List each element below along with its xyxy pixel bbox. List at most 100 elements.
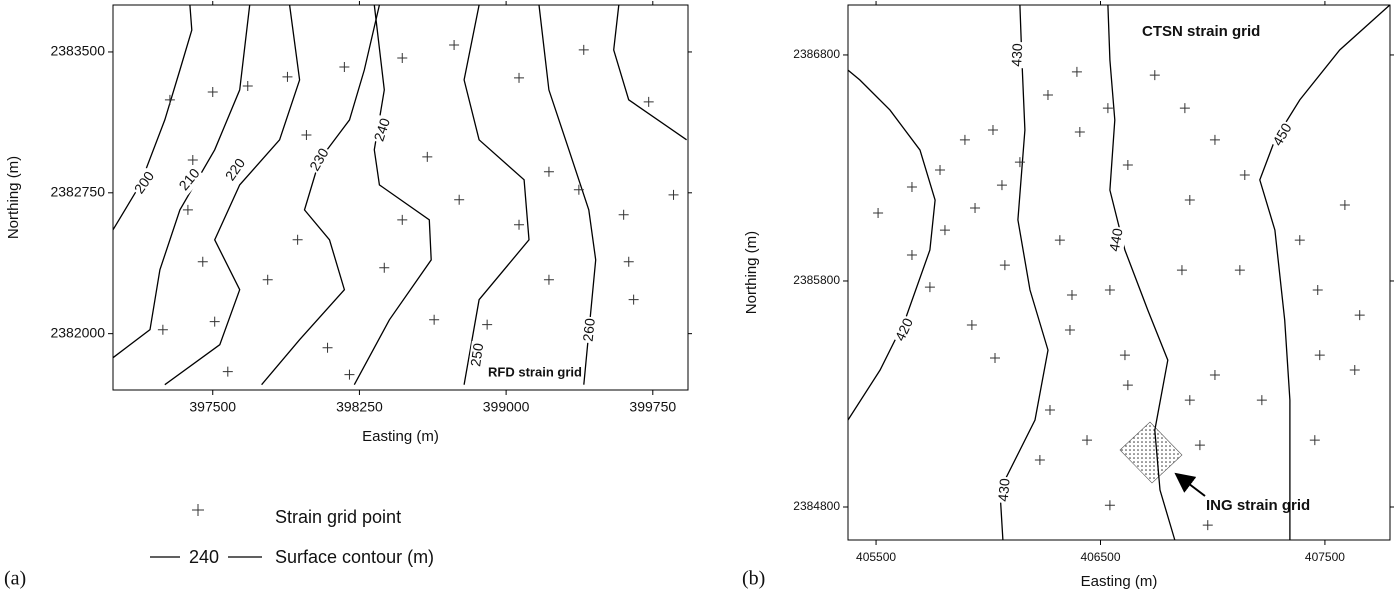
- strain-point: [514, 219, 525, 230]
- strain-point: [322, 342, 333, 353]
- strain-point: [207, 86, 218, 97]
- strain-point: [1194, 440, 1205, 451]
- strain-point: [422, 151, 433, 162]
- contour-line: [353, 4, 432, 386]
- contour-label-bg: [1009, 41, 1027, 69]
- strain-point: [906, 181, 917, 192]
- strain-point: [1014, 157, 1025, 168]
- contour-line: [463, 4, 530, 385]
- x-tick-label: 407500: [1305, 550, 1345, 564]
- x-tick-label: 399750: [629, 399, 676, 415]
- strain-point: [543, 274, 554, 285]
- contour-label: 210: [175, 165, 202, 193]
- legend-point-symbol: [192, 504, 204, 516]
- contour-line: [613, 4, 687, 141]
- strain-point: [573, 184, 584, 195]
- strain-point: [222, 366, 233, 377]
- x-tick-label: 399000: [483, 399, 530, 415]
- contour-label-bg: [1106, 225, 1128, 255]
- strain-point: [292, 234, 303, 245]
- strain-point: [262, 274, 273, 285]
- strain-point: [1314, 350, 1325, 361]
- strain-point: [282, 71, 293, 82]
- contour-label: 430: [995, 477, 1013, 502]
- strain-point: [339, 61, 350, 72]
- y-tick-label: 2382000: [50, 324, 105, 340]
- contour-line: [164, 4, 301, 386]
- strain-point: [939, 225, 950, 236]
- strain-point: [1179, 103, 1190, 114]
- contour-label-bg: [892, 314, 918, 346]
- strain-point: [301, 129, 312, 140]
- strain-point: [543, 166, 554, 177]
- contour-line: [112, 4, 251, 359]
- contour-label: 430: [1008, 43, 1025, 67]
- y-axis-title: Northing (m): [743, 231, 760, 314]
- contour-line: [1107, 4, 1176, 541]
- contour-line: [1259, 4, 1391, 540]
- strain-point: [996, 180, 1007, 191]
- strain-point: [1122, 160, 1133, 171]
- strain-point: [1122, 380, 1133, 391]
- contour-label-bg: [130, 167, 160, 199]
- contour-label: 200: [131, 168, 158, 196]
- annotation: ING strain grid: [1206, 497, 1310, 514]
- y-tick-label: 2384800: [793, 499, 840, 513]
- contour-line: [112, 4, 193, 231]
- strain-point: [344, 369, 355, 380]
- strain-point: [873, 207, 884, 218]
- strain-point: [1074, 127, 1085, 138]
- strain-point: [1104, 285, 1115, 296]
- contour-label-bg: [371, 115, 395, 145]
- strain-point: [1184, 195, 1195, 206]
- contour-line: [999, 4, 1049, 541]
- strain-point: [1202, 520, 1213, 531]
- strain-point: [1102, 103, 1113, 114]
- strain-point: [970, 202, 981, 213]
- strain-point: [987, 124, 998, 135]
- strain-point: [1149, 70, 1160, 81]
- contour-label: 250: [467, 342, 486, 368]
- legend-contour-label: 240: [189, 547, 219, 567]
- strain-point: [924, 282, 935, 293]
- strain-point: [935, 164, 946, 175]
- annotation: CTSN strain grid: [1142, 23, 1260, 40]
- x-axis-title: Easting (m): [1081, 573, 1158, 590]
- contour-label-bg: [175, 164, 205, 196]
- strain-point: [379, 262, 390, 273]
- contour-label-bg: [1269, 119, 1297, 151]
- ing-grid-area: [1119, 421, 1183, 484]
- y-axis-title: Northing (m): [5, 156, 22, 239]
- strain-point: [1054, 235, 1065, 246]
- strain-point: [959, 134, 970, 145]
- x-tick-label: 398250: [336, 399, 383, 415]
- strain-point: [1234, 265, 1245, 276]
- strain-point: [623, 256, 634, 267]
- strain-point: [1064, 325, 1075, 336]
- contour-line: [538, 4, 597, 385]
- strain-point: [449, 40, 460, 51]
- strain-point: [906, 249, 917, 260]
- strain-point: [429, 314, 440, 325]
- strain-point: [1349, 365, 1360, 376]
- x-tick-label: 405500: [856, 550, 896, 564]
- strain-point: [1309, 435, 1320, 446]
- strain-point: [1082, 435, 1093, 446]
- y-tick-label: 2385800: [793, 273, 840, 287]
- x-tick-label: 406500: [1080, 550, 1120, 564]
- contour-label-bg: [995, 476, 1015, 504]
- x-axis-title: Easting (m): [362, 428, 439, 445]
- y-tick-label: 2382750: [50, 184, 105, 200]
- plot-frame: [112, 4, 689, 391]
- y-tick-label: 2386800: [793, 47, 840, 61]
- strain-point: [1066, 289, 1077, 300]
- strain-point: [999, 260, 1010, 271]
- strain-point: [397, 214, 408, 225]
- strain-point: [1044, 405, 1055, 416]
- arrow: [1174, 472, 1206, 497]
- strain-point: [668, 189, 679, 200]
- strain-point: [1209, 134, 1220, 145]
- strain-point: [1042, 89, 1053, 100]
